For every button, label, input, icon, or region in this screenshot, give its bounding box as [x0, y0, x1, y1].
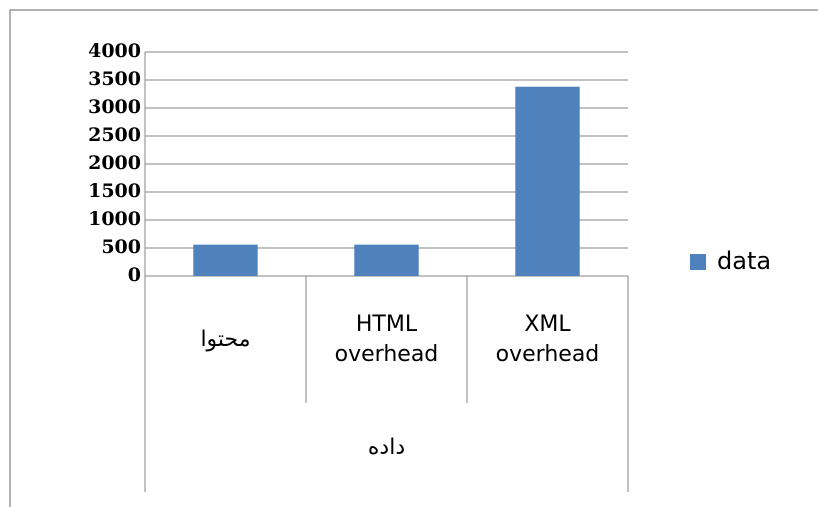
y-tick-label: 4000 [88, 40, 141, 62]
bar [354, 244, 419, 276]
x-group-label: داده [367, 434, 406, 460]
y-tick-label: 500 [101, 236, 141, 258]
x-tick-label: XML overhead [495, 311, 600, 367]
y-tick-label: 2500 [88, 124, 141, 146]
x-tick-label: محتوا [200, 326, 251, 352]
legend-swatch [690, 254, 706, 270]
legend-label: data [717, 247, 771, 275]
y-tick-label: 0 [128, 264, 141, 286]
y-tick-label: 1000 [88, 208, 141, 230]
y-tick-label: 2000 [88, 152, 141, 174]
y-tick-label: 1500 [88, 180, 141, 202]
y-tick-label: 3000 [88, 96, 141, 118]
y-tick-label: 3500 [88, 68, 141, 90]
bar [193, 244, 258, 276]
x-tick-label: HTML overhead [334, 311, 439, 367]
bar [515, 86, 580, 276]
chart-frame [9, 9, 818, 507]
